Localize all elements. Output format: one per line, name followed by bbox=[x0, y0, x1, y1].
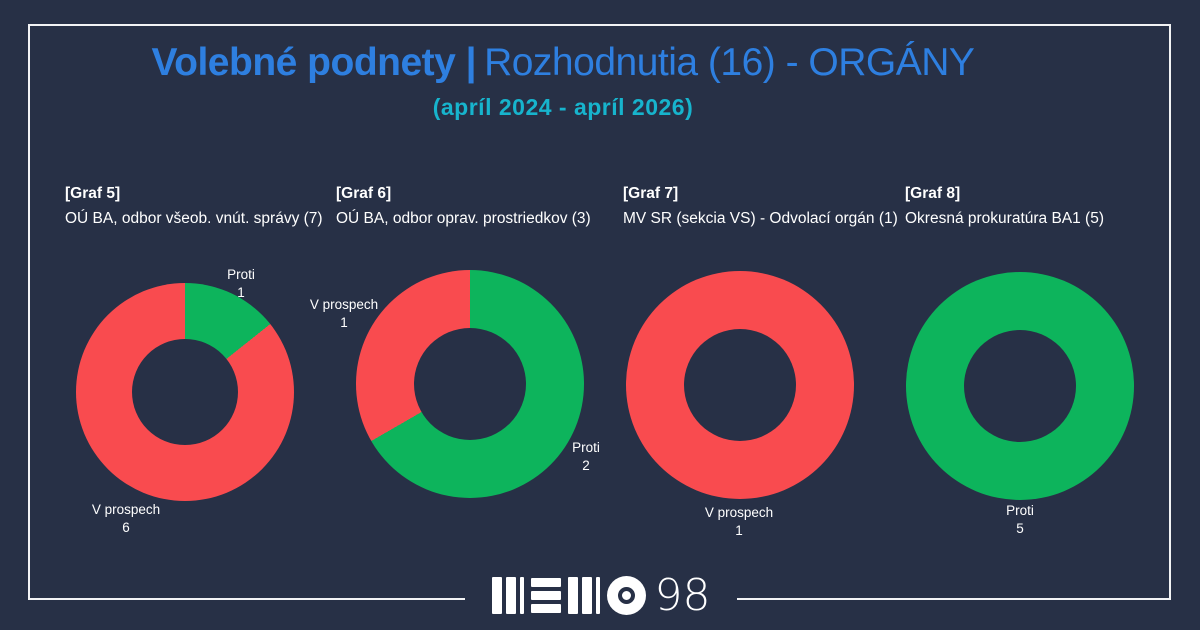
chart4-graf-label: [Graf 8] bbox=[905, 185, 961, 202]
donut-hole bbox=[414, 328, 526, 440]
donut-chart-graf6 bbox=[356, 270, 584, 498]
logo-e-icon bbox=[530, 577, 561, 613]
chart4-header: [Graf 8] Okresná prokuratúra BA1 (5) bbox=[905, 181, 1104, 231]
logo-m-icon bbox=[491, 576, 524, 614]
donut-hole bbox=[684, 329, 796, 441]
slice-label-graf5-vprospech: V prospech 6 bbox=[91, 502, 161, 535]
chart2-graf-label: [Graf 6] bbox=[336, 185, 392, 202]
slice-label-graf6-proti: Proti 2 bbox=[572, 440, 600, 473]
donut-hole bbox=[132, 339, 238, 445]
chart4-title: Okresná prokuratúra BA1 (5) bbox=[905, 210, 1105, 227]
logo-m2-icon bbox=[567, 576, 600, 614]
chart1-title: OÚ BA, odbor všeob. vnút. správy (7) bbox=[65, 210, 323, 227]
donut-chart-graf7 bbox=[626, 271, 854, 499]
donut-chart-graf5 bbox=[76, 283, 294, 501]
chart3-title: MV SR (sekcia VS) - Odvolací orgán (1) bbox=[623, 210, 898, 227]
slice-label-graf8-proti: Proti 5 bbox=[1006, 503, 1034, 536]
chart3-header: [Graf 7] MV SR (sekcia VS) - Odvolací or… bbox=[623, 181, 898, 231]
logo-98-text: 98 bbox=[654, 569, 711, 621]
slice-label-graf7-vprospech: V prospech 1 bbox=[704, 505, 774, 538]
logo-area: 98 bbox=[465, 570, 737, 620]
donut-hole bbox=[964, 330, 1076, 442]
title-regular-segment: Rozhodnutia (16) - ORGÁNY bbox=[484, 41, 975, 84]
logo-disc-icon bbox=[606, 575, 646, 615]
header: Volebné podnety | Rozhodnutia (16) - ORGÁ… bbox=[28, 40, 1098, 121]
chart3-graf-label: [Graf 7] bbox=[623, 185, 679, 202]
donut-chart-graf8 bbox=[906, 272, 1134, 500]
chart1-graf-label: [Graf 5] bbox=[65, 185, 121, 202]
slice-label-graf6-vprospech: V prospech 1 bbox=[309, 297, 379, 330]
page-title: Volebné podnety | Rozhodnutia (16) - ORGÁ… bbox=[28, 40, 1098, 86]
title-bold-segment: Volebné podnety | bbox=[151, 41, 477, 84]
chart2-title: OÚ BA, odbor oprav. prostriedkov (3) bbox=[336, 210, 591, 227]
slice-label-graf5-proti: Proti 1 bbox=[227, 267, 255, 300]
memo98-logo: 98 bbox=[491, 569, 711, 621]
chart1-header: [Graf 5] OÚ BA, odbor všeob. vnút. správ… bbox=[65, 181, 323, 231]
date-range-subtitle: (apríl 2024 - apríl 2026) bbox=[432, 94, 694, 120]
chart2-header: [Graf 6] OÚ BA, odbor oprav. prostriedko… bbox=[336, 181, 591, 231]
